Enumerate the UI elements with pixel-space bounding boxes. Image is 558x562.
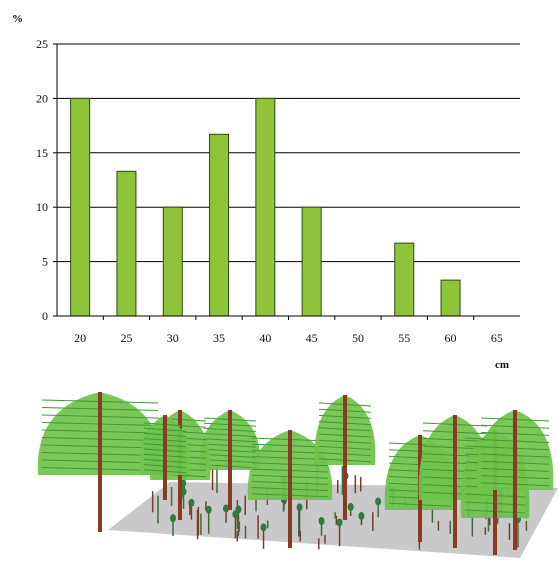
forest-stand-illustration: [37, 392, 558, 558]
x-tick-label: 60: [445, 331, 457, 345]
x-tick-label: 30: [167, 331, 179, 345]
sapling-leaf: [336, 518, 343, 527]
x-tick-label: 40: [259, 331, 271, 345]
y-tick-label: 15: [36, 146, 48, 160]
sapling-leaf: [347, 503, 354, 512]
bar-25: [116, 170, 137, 317]
y-unit-label: %: [12, 13, 23, 25]
sapling-leaf: [375, 497, 382, 506]
x-tick-labels: 20 25 30 35 40 45 50 55 60 65: [74, 316, 503, 345]
x-tick-label: 45: [306, 331, 318, 345]
bar-45: [301, 206, 322, 317]
y-tick-label: 0: [42, 309, 48, 323]
sapling-leaf: [205, 505, 212, 514]
y-tick-label: 10: [36, 200, 48, 214]
y-tick-label: 20: [36, 91, 48, 105]
bar-20: [70, 97, 91, 317]
sapling-leaf: [232, 510, 239, 519]
bar-30: [162, 206, 183, 317]
y-tick-labels: 0 5 10 15 20 25: [36, 37, 57, 323]
y-tick-label: 25: [36, 37, 48, 51]
y-tick-label: 5: [42, 255, 48, 269]
sapling-leaf: [223, 504, 230, 513]
x-tick-label: 35: [213, 331, 225, 345]
sapling-leaf: [318, 517, 325, 526]
x-tick-label: 65: [491, 331, 503, 345]
diameter-distribution-chart: % 0 5 10 15 20 25 20 25 30 35 40 45 50 55 60 65 cm: [12, 13, 520, 370]
bar-60: [440, 279, 461, 317]
bar-55: [394, 242, 415, 317]
x-tick-label: 50: [352, 331, 364, 345]
x-unit-label: cm: [495, 359, 509, 370]
x-tick-label: 55: [398, 331, 410, 345]
x-tick-label: 20: [74, 331, 86, 345]
x-tick-label: 25: [120, 331, 132, 345]
sapling-leaf: [358, 511, 365, 520]
trees: [37, 392, 554, 555]
sapling-leaf: [170, 514, 177, 523]
sapling-leaf: [180, 487, 187, 496]
bar-35: [209, 133, 230, 317]
sapling-leaf: [296, 503, 303, 512]
bar-40: [255, 97, 276, 317]
sapling-leaf: [260, 523, 267, 532]
